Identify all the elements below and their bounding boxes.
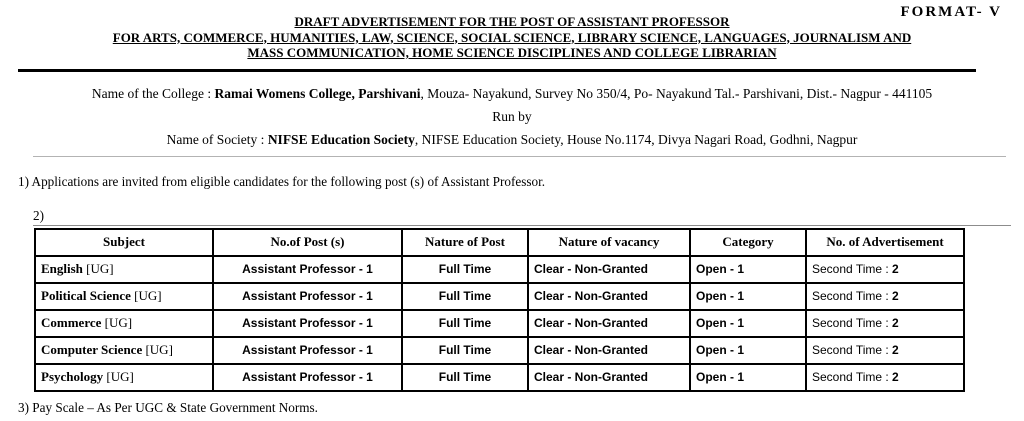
college-line: Name of the College : Ramai Womens Colle…	[0, 82, 1024, 105]
subject-name: Psychology	[41, 369, 104, 384]
cell-subject: Psychology [UG]	[34, 362, 214, 392]
header-nature-of-vacancy: Nature of vacancy	[527, 227, 691, 257]
subject-name: Computer Science	[41, 342, 143, 357]
subject-suffix: [UG]	[103, 369, 134, 384]
subject-suffix: [UG]	[142, 342, 173, 357]
table-header-row: Subject No.of Post (s) Nature of Post Na…	[34, 227, 965, 257]
society-line: Name of Society : NIFSE Education Societ…	[0, 128, 1024, 151]
table-row: Political Science [UG] Assistant Profess…	[34, 281, 965, 311]
cell-advertisement: Second Time : 2	[805, 254, 965, 284]
cell-posts: Assistant Professor - 1	[212, 335, 403, 365]
cell-posts: Assistant Professor - 1	[212, 281, 403, 311]
college-address: , Mouza- Nayakund, Survey No 350/4, Po- …	[420, 85, 933, 101]
format-label: FORMAT- V	[900, 4, 1002, 20]
table-row: Commerce [UG] Assistant Professor - 1 Fu…	[34, 308, 965, 338]
advertisement-count: 2	[892, 316, 899, 330]
cell-category: Open - 1	[689, 308, 807, 338]
cell-subject: Commerce [UG]	[34, 308, 214, 338]
cell-posts: Assistant Professor - 1	[212, 308, 403, 338]
subject-name: Commerce	[41, 315, 102, 330]
subject-name: English	[41, 261, 83, 276]
college-info: Name of the College : Ramai Womens Colle…	[0, 82, 1024, 151]
advertisement-count: 2	[892, 262, 899, 276]
advertisement-label: Second Time :	[812, 370, 893, 384]
cell-nature-of-post: Full Time	[401, 335, 529, 365]
header-subject: Subject	[34, 227, 214, 257]
clause-1: 1) Applications are invited from eligibl…	[18, 173, 546, 189]
doc-title-line-1: DRAFT ADVERTISEMENT FOR THE POST OF ASSI…	[294, 14, 730, 29]
society-address: , NIFSE Education Society, House No.1174…	[414, 131, 858, 147]
pay-scale-clause: 3) Pay Scale – As Per UGC & State Govern…	[18, 399, 318, 415]
document-title: DRAFT ADVERTISEMENT FOR THE POST OF ASSI…	[0, 14, 1024, 61]
cell-nature-of-vacancy: Clear - Non-Granted	[527, 362, 691, 392]
doc-title-line-3: MASS COMMUNICATION, HOME SCIENCE DISCIPL…	[247, 45, 777, 60]
advertisement-label: Second Time :	[812, 343, 893, 357]
cell-nature-of-vacancy: Clear - Non-Granted	[527, 281, 691, 311]
table-row: Psychology [UG] Assistant Professor - 1 …	[34, 362, 965, 392]
header-nature-of-post: Nature of Post	[401, 227, 529, 257]
advertisement-count: 2	[892, 343, 899, 357]
college-name: Ramai Womens College, Parshivani	[214, 85, 421, 101]
cell-subject: Political Science [UG]	[34, 281, 214, 311]
cell-category: Open - 1	[689, 254, 807, 284]
subject-suffix: [UG]	[130, 288, 162, 303]
table-row: Computer Science [UG] Assistant Professo…	[34, 335, 965, 365]
run-by-line: Run by	[492, 108, 532, 124]
cell-advertisement: Second Time : 2	[805, 281, 965, 311]
subject-name: Political Science	[41, 288, 131, 303]
cell-category: Open - 1	[689, 362, 807, 392]
cell-advertisement: Second Time : 2	[805, 308, 965, 338]
cell-nature-of-vacancy: Clear - Non-Granted	[527, 308, 691, 338]
cell-posts: Assistant Professor - 1	[212, 362, 403, 392]
society-label: Name of Society :	[166, 131, 268, 147]
cell-nature-of-post: Full Time	[401, 254, 529, 284]
header-no-of-advertisement: No. of Advertisement	[805, 227, 965, 257]
divider-thin-above-table	[33, 224, 1011, 226]
society-name: NIFSE Education Society	[267, 131, 415, 147]
cell-advertisement: Second Time : 2	[805, 335, 965, 365]
cell-nature-of-post: Full Time	[401, 362, 529, 392]
cell-subject: English [UG]	[34, 254, 214, 284]
cell-nature-of-vacancy: Clear - Non-Granted	[527, 335, 691, 365]
cell-subject: Computer Science [UG]	[34, 335, 214, 365]
cell-nature-of-post: Full Time	[401, 281, 529, 311]
table-row: English [UG] Assistant Professor - 1 Ful…	[34, 254, 965, 284]
cell-category: Open - 1	[689, 335, 807, 365]
doc-title-line-2: FOR ARTS, COMMERCE, HUMANITIES, LAW, SCI…	[112, 29, 912, 45]
header-category: Category	[689, 227, 807, 257]
clause-2-label: 2)	[33, 207, 44, 223]
advertisement-label: Second Time :	[812, 262, 893, 276]
divider-thin	[33, 155, 1006, 157]
cell-nature-of-vacancy: Clear - Non-Granted	[527, 254, 691, 284]
header-no-of-posts: No.of Post (s)	[212, 227, 403, 257]
subject-suffix: [UG]	[82, 261, 114, 276]
advertisement-label: Second Time :	[812, 316, 893, 330]
divider-thick	[18, 68, 976, 72]
cell-advertisement: Second Time : 2	[805, 362, 965, 392]
college-label: Name of the College :	[91, 85, 215, 101]
advertisement-count: 2	[892, 289, 899, 303]
advertisement-label: Second Time :	[812, 289, 893, 303]
cell-posts: Assistant Professor - 1	[212, 254, 403, 284]
advertisement-count: 2	[892, 370, 899, 384]
cell-nature-of-post: Full Time	[401, 308, 529, 338]
subject-suffix: [UG]	[101, 315, 133, 330]
cell-category: Open - 1	[689, 281, 807, 311]
posts-table: Subject No.of Post (s) Nature of Post Na…	[34, 227, 965, 392]
